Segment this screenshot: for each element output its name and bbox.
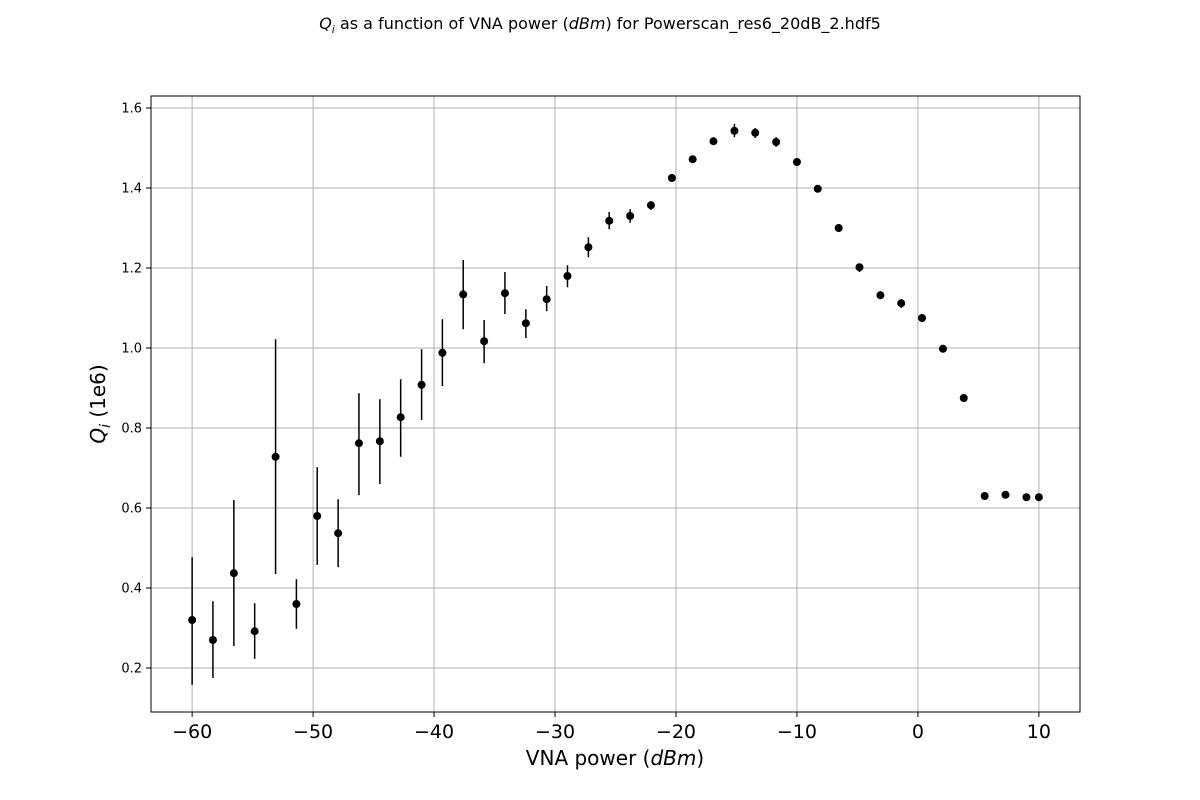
data-point — [354, 439, 363, 448]
y-tick-label: 0.2 — [121, 662, 142, 677]
y-tick-label: 0.6 — [121, 502, 142, 517]
data-point — [834, 224, 843, 232]
data-point — [980, 492, 989, 500]
data-point — [1034, 493, 1043, 502]
x-tick-label: 0 — [912, 721, 924, 743]
data-point — [521, 319, 530, 328]
data-point — [313, 512, 322, 520]
data-point — [563, 272, 572, 280]
data-point — [229, 569, 238, 578]
y-tick-label: 1.6 — [121, 102, 142, 117]
x-tick-label: −30 — [535, 721, 575, 743]
data-point — [855, 263, 864, 272]
data-point — [438, 348, 447, 357]
data-point — [208, 636, 217, 644]
data-point — [271, 452, 280, 461]
data-point — [1001, 490, 1010, 499]
data-point — [480, 337, 489, 346]
y-tick-label: 1.0 — [121, 342, 142, 357]
chart-title: Qi as a function of VNA power (dBm) for … — [319, 14, 881, 36]
data-point — [584, 243, 593, 252]
data-point — [188, 616, 197, 624]
data-point — [459, 290, 468, 299]
grid-lines — [151, 96, 1080, 712]
data-point — [292, 600, 301, 608]
data-point — [542, 295, 551, 304]
data-point — [1022, 493, 1031, 502]
data-point — [250, 627, 259, 636]
x-tick-label: 10 — [1027, 721, 1051, 743]
x-tick-label: −10 — [777, 721, 817, 743]
y-axis-ticks: 0.2 0.4 0.6 0.8 1.0 1.2 1.4 1.6 — [121, 102, 151, 677]
data-point — [688, 155, 697, 164]
data-point — [667, 174, 676, 182]
y-axis-label: Qi (1e6) — [86, 364, 114, 443]
data-point — [897, 299, 906, 308]
plot-frame — [150, 95, 1081, 713]
data-point — [709, 137, 718, 146]
data-point — [751, 128, 760, 137]
data-point — [417, 380, 426, 389]
y-tick-label: 0.8 — [121, 422, 142, 437]
y-tick-label: 1.2 — [121, 262, 142, 277]
x-axis-label: VNA power (dBm) — [526, 746, 704, 770]
data-point — [792, 158, 801, 166]
x-tick-label: −40 — [414, 721, 454, 743]
data-point — [730, 126, 739, 135]
data-points — [188, 126, 1043, 644]
data-point — [334, 529, 343, 538]
data-point — [813, 184, 822, 193]
data-point — [375, 437, 384, 446]
data-point — [626, 212, 635, 220]
data-point — [918, 314, 927, 322]
data-point — [959, 394, 968, 402]
x-tick-label: −60 — [172, 721, 212, 743]
data-point — [396, 413, 405, 422]
y-tick-label: 0.4 — [121, 582, 142, 597]
data-point — [938, 344, 947, 353]
data-point — [772, 138, 781, 146]
x-tick-label: −50 — [293, 721, 333, 743]
x-axis-ticks: −60 −50 −40 −30 −20 −10 0 10 — [172, 712, 1051, 743]
x-tick-label: −20 — [656, 721, 696, 743]
data-point — [876, 291, 885, 300]
data-point — [646, 201, 655, 210]
data-point — [500, 289, 509, 298]
data-point — [605, 216, 614, 225]
y-tick-label: 1.4 — [121, 182, 142, 197]
